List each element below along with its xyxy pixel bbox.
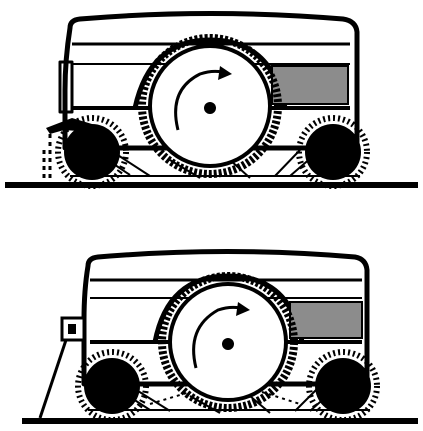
hopper-compartment	[289, 301, 363, 339]
rear-side-brush	[306, 349, 380, 423]
sweeper-panel-top	[5, 11, 418, 189]
rotation-arrow	[174, 69, 223, 131]
ground-line	[22, 418, 418, 424]
front-side-brush	[75, 349, 149, 423]
ground-line	[5, 182, 418, 188]
rotation-arrow	[192, 305, 241, 369]
rear-side-brush	[296, 115, 370, 189]
rotation-arrowhead	[236, 302, 250, 316]
front-side-brush	[55, 115, 129, 189]
dust-particles	[42, 134, 52, 182]
sweeper-panel-bottom	[22, 249, 418, 424]
rotation-arrowhead	[218, 66, 232, 80]
hub	[204, 102, 216, 114]
front-flap	[38, 316, 86, 419]
hub	[222, 338, 234, 350]
hopper-compartment	[271, 65, 349, 105]
